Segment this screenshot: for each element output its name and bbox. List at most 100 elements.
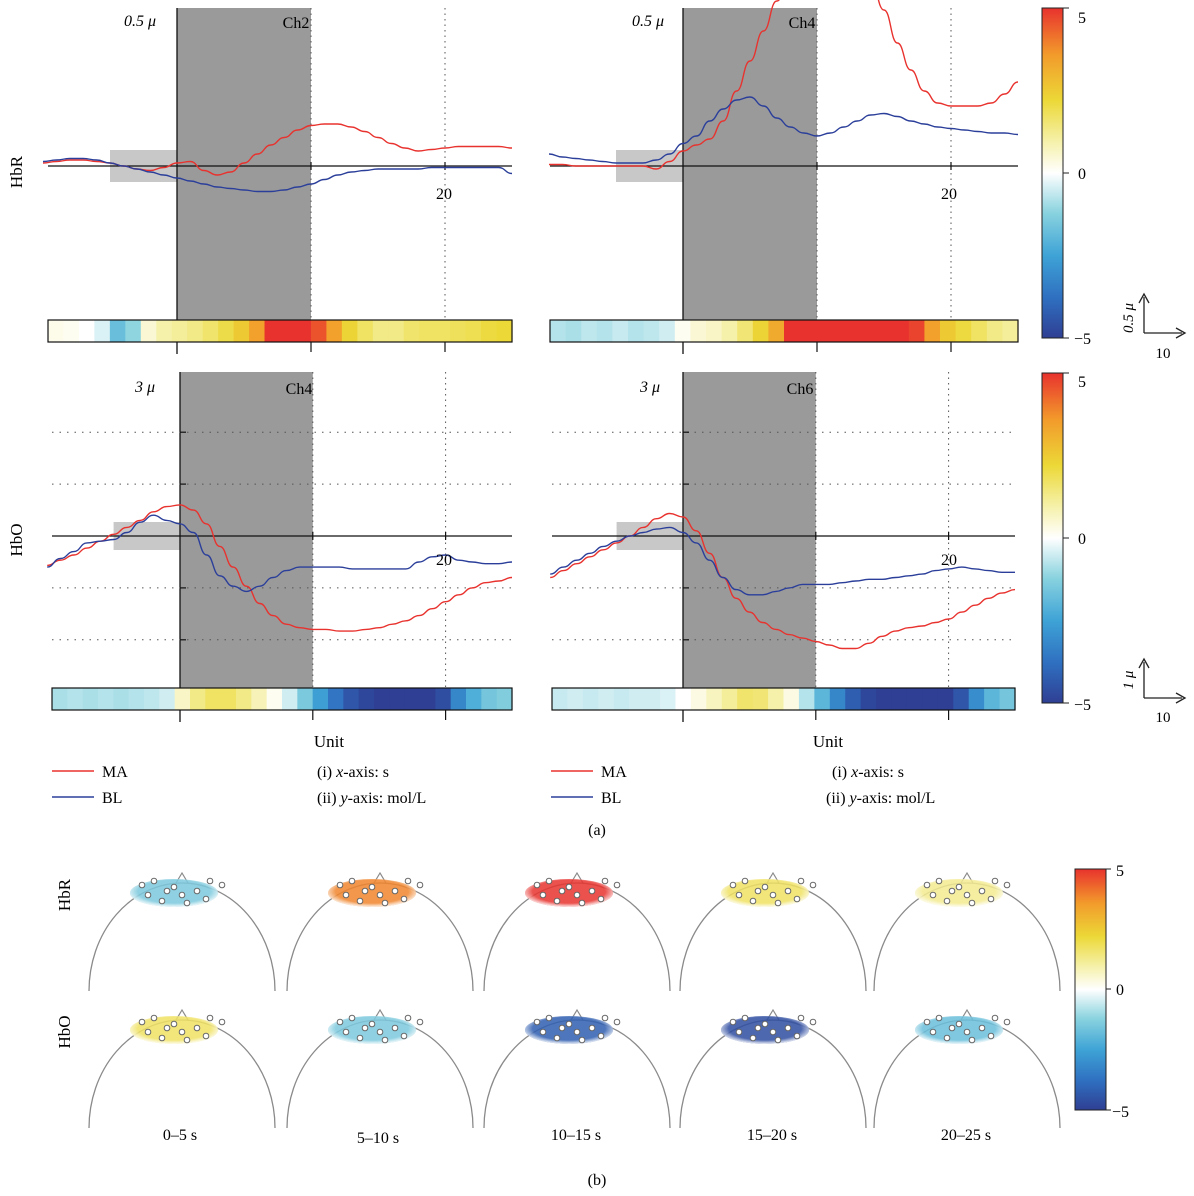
- heat-strip-cell: [660, 688, 676, 710]
- heat-strip-cell: [481, 320, 497, 342]
- channel-title: Ch4: [286, 381, 313, 398]
- colorbar-tick: 0: [1078, 166, 1086, 183]
- optode-marker: [392, 1025, 398, 1031]
- optode-marker: [559, 1025, 565, 1031]
- optode-marker: [401, 896, 407, 902]
- axis-note-x: (i) x-axis: s: [317, 764, 389, 781]
- optode-marker: [546, 878, 552, 884]
- optode-marker: [184, 1037, 190, 1043]
- topo-map: [874, 873, 1060, 991]
- optode-marker: [219, 1019, 225, 1025]
- heat-strip-cell: [343, 688, 359, 710]
- scale-bar-y-label: 1 μ: [1121, 670, 1137, 689]
- optode-marker: [988, 896, 994, 902]
- panel-label-b: (b): [588, 1172, 607, 1189]
- heat-strip-cell: [768, 688, 784, 710]
- panel-hbr-ch4: Ch4 0.5 μ 20: [549, 0, 1019, 354]
- optode-marker: [203, 896, 209, 902]
- scale-bar-hbr: 0.5 μ 10: [1121, 294, 1185, 362]
- optode-marker: [775, 900, 781, 906]
- optode-marker: [554, 1035, 560, 1041]
- scale-bar-x-label: 10: [1156, 710, 1171, 726]
- x-tick-label: 20: [436, 186, 452, 203]
- topo-map: [287, 873, 473, 991]
- optode-marker: [566, 1021, 572, 1027]
- heat-strip-cell: [218, 320, 234, 342]
- heat-strip-cell: [830, 688, 846, 710]
- heat-strip-cell: [675, 320, 691, 342]
- optode-marker: [179, 1029, 185, 1035]
- optode-marker: [964, 892, 970, 898]
- optode-marker: [159, 1035, 165, 1041]
- heat-strip-cell: [644, 320, 660, 342]
- legend-label-ma: MA: [102, 764, 128, 781]
- legend-right: MA BL (i) x-axis: s (ii) y-axis: mol/L: [551, 764, 935, 807]
- heat-strip-cell: [265, 320, 281, 342]
- heat-strip-cell: [831, 320, 847, 342]
- heat-strip-cell: [691, 688, 707, 710]
- heat-strip-cell: [737, 688, 753, 710]
- heat-strip-cell: [267, 688, 283, 710]
- stimulus-window: [683, 372, 816, 688]
- optode-marker: [988, 1033, 994, 1039]
- colorbar-tick: 5: [1078, 10, 1086, 27]
- heat-strip-cell: [969, 688, 985, 710]
- optode-marker: [798, 878, 804, 884]
- optode-marker: [810, 1019, 816, 1025]
- optode-marker: [742, 1015, 748, 1021]
- topo-map: [89, 1010, 275, 1128]
- optode-marker: [762, 1021, 768, 1027]
- heat-strip-cell: [907, 688, 923, 710]
- heat-strip-cell: [295, 320, 311, 342]
- heat-strip-cell: [313, 688, 329, 710]
- row-label-hbr: HbR: [7, 155, 26, 188]
- optode-marker: [579, 900, 585, 906]
- optode-marker: [930, 892, 936, 898]
- topographic-maps: [89, 873, 1060, 1128]
- heat-strip-cell: [190, 688, 206, 710]
- optode-marker: [579, 1037, 585, 1043]
- heat-strip-cell: [953, 688, 969, 710]
- topo-map: [680, 873, 866, 991]
- panel-hbr-ch2: Ch2 0.5 μ 20: [43, 8, 513, 354]
- optode-marker: [589, 888, 595, 894]
- colorbar-hbo: 5 0 −5: [1042, 373, 1091, 714]
- heat-strip-cell: [129, 688, 145, 710]
- colorbar-topo: 5 0 −5: [1075, 863, 1129, 1121]
- heat-strip-cell: [280, 320, 296, 342]
- optode-marker: [924, 882, 930, 888]
- optode-marker: [755, 1025, 761, 1031]
- colorbar-tick: −5: [1074, 697, 1091, 714]
- heat-strip-cell: [110, 320, 126, 342]
- heat-strip-cell: [690, 320, 706, 342]
- time-label: 0–5 s: [163, 1127, 197, 1144]
- optode-marker: [566, 884, 572, 890]
- optode-marker: [614, 1019, 620, 1025]
- heat-strip-cell: [845, 688, 861, 710]
- scale-bar-y-label: 0.5 μ: [1121, 303, 1137, 334]
- heat-strip-cell: [956, 320, 972, 342]
- optode-marker: [736, 892, 742, 898]
- heat-strip-cell: [862, 320, 878, 342]
- optode-marker: [171, 1021, 177, 1027]
- stimulus-box: [180, 372, 313, 688]
- legend-label-ma: MA: [601, 764, 627, 781]
- heat-strip-cell: [435, 688, 451, 710]
- heat-strip-cell: [156, 320, 172, 342]
- y-scale-label: 3 μ: [134, 379, 155, 396]
- optode-marker: [207, 1015, 213, 1021]
- optode-marker: [534, 1019, 540, 1025]
- scale-bar-x-label: 10: [1156, 346, 1171, 362]
- optode-marker: [164, 1025, 170, 1031]
- heat-strip-cell: [938, 688, 954, 710]
- optode-marker: [598, 1033, 604, 1039]
- heat-strip-cell: [753, 320, 769, 342]
- heat-strip-cell: [203, 320, 219, 342]
- optode-marker: [794, 1033, 800, 1039]
- heat-strip-cell: [566, 320, 582, 342]
- heat-strip-cell: [497, 320, 513, 342]
- optode-marker: [554, 898, 560, 904]
- optode-marker: [207, 878, 213, 884]
- optode-marker: [979, 888, 985, 894]
